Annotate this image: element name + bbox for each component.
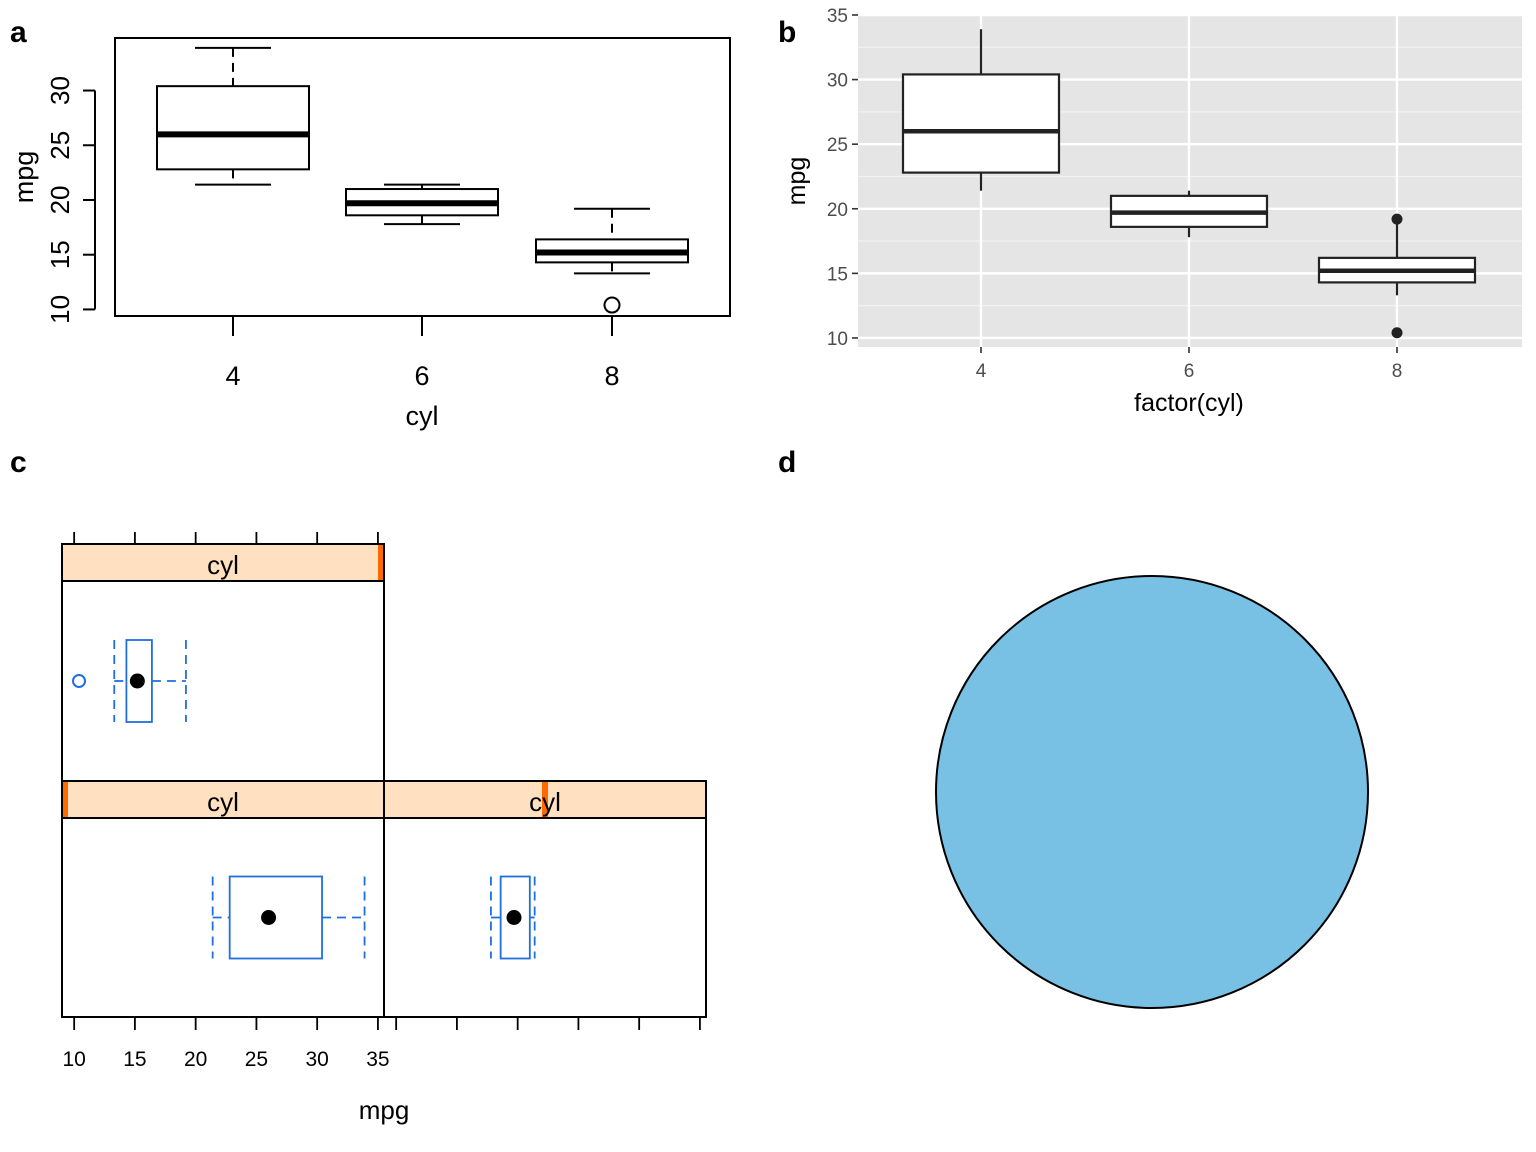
- x-tick-label: 8: [604, 361, 619, 391]
- panel-label-b: b: [778, 16, 796, 49]
- boxplot-base-r: 10 15 20 25 30 4 6 8 cyl mpg: [9, 37, 731, 431]
- x-tick-label: 4: [976, 361, 987, 382]
- y-tick-label: 25: [45, 131, 75, 160]
- median-dot: [506, 910, 522, 925]
- panel-label-c: c: [10, 446, 27, 479]
- box-8: [1317, 213, 1477, 339]
- bwplot-box: [490, 875, 536, 960]
- box-6: [345, 183, 499, 226]
- y-tick-label: 30: [45, 76, 75, 105]
- box-4: [901, 29, 1061, 191]
- circle-panel: [935, 575, 1369, 1009]
- boxplot-lattice: cyl cyl cyl 10 15 20 25 30 35 mpg: [61, 532, 707, 1125]
- y-tick-label: 20: [45, 186, 75, 215]
- box-series: [901, 29, 1477, 339]
- x-tick-label: 10: [62, 1048, 85, 1071]
- y-axis: 10 15 20 25 30 35: [827, 6, 858, 350]
- box: [125, 639, 153, 723]
- box: [156, 85, 310, 171]
- box-6: [1109, 190, 1269, 238]
- strip-label: cyl: [207, 787, 239, 817]
- box: [499, 875, 531, 960]
- panel-label-d: d: [778, 446, 796, 479]
- x-tick-label: 30: [305, 1048, 328, 1071]
- strip-level-marker: [62, 781, 68, 818]
- y-tick-label: 35: [827, 6, 848, 27]
- strip: [62, 781, 384, 818]
- x-axis-label: mpg: [359, 1095, 410, 1125]
- lattice-panels: cyl cyl cyl: [61, 543, 707, 1018]
- median-dot: [129, 673, 145, 689]
- strip: [62, 544, 384, 581]
- panel-label-a: a: [10, 16, 27, 49]
- box: [901, 73, 1061, 174]
- panel-frame: [61, 580, 385, 782]
- blue-circle: [935, 575, 1369, 1009]
- bwplot-box: [211, 875, 366, 960]
- x-axis-label: factor(cyl): [1134, 389, 1244, 417]
- y-tick-label: 15: [45, 240, 75, 269]
- x-tick-label: 35: [366, 1048, 389, 1071]
- boxplot-ggplot: 10 15 20 25 30 35 4 6 8 factor(cyl) mpg: [783, 6, 1522, 417]
- box: [228, 875, 323, 960]
- y-tick-label: 30: [827, 71, 848, 92]
- outlier-point: [1391, 213, 1403, 225]
- strip-level-marker: [378, 544, 384, 581]
- x-tick-label: 6: [1184, 361, 1195, 382]
- median-dot: [261, 910, 277, 925]
- panel-frame: [61, 817, 385, 1018]
- outlier-point: [72, 674, 87, 688]
- x-axis: 4 6 8: [225, 315, 620, 391]
- y-axis: 10 15 20 25 30: [45, 76, 96, 324]
- box-4: [156, 46, 310, 186]
- lattice-panel-bottom-right: cyl: [383, 780, 707, 1018]
- x-tick-label: 4: [225, 361, 240, 391]
- y-tick-label: 10: [827, 329, 848, 350]
- box-8: [535, 207, 689, 314]
- y-axis-label: mpg: [9, 151, 39, 204]
- y-tick-label: 10: [45, 295, 75, 324]
- lattice-axes: 10 15 20 25 30 35: [62, 532, 701, 1071]
- y-tick-label: 15: [827, 264, 848, 285]
- outlier-point: [1391, 327, 1403, 339]
- strip-level-marker: [542, 781, 548, 818]
- lattice-panel-top-left: cyl: [61, 543, 385, 782]
- bwplot-box: [72, 639, 187, 723]
- x-axis: 4 6 8: [976, 347, 1403, 382]
- outlier-point: [603, 296, 621, 314]
- x-tick-label: 25: [245, 1048, 268, 1071]
- lattice-panel-bottom-left: cyl: [61, 780, 385, 1018]
- y-tick-label: 20: [827, 200, 848, 221]
- y-tick-label: 25: [827, 135, 848, 156]
- y-axis-label: mpg: [783, 157, 811, 206]
- x-tick-label: 6: [414, 361, 429, 391]
- panel-frame: [383, 817, 707, 1018]
- x-tick-label: 15: [123, 1048, 146, 1071]
- strip-label: cyl: [529, 787, 561, 817]
- x-axis-label: cyl: [406, 401, 439, 431]
- box-series: [156, 46, 689, 314]
- x-tick-label: 20: [184, 1048, 207, 1071]
- x-tick-label: 8: [1392, 361, 1403, 382]
- strip-label: cyl: [207, 550, 239, 580]
